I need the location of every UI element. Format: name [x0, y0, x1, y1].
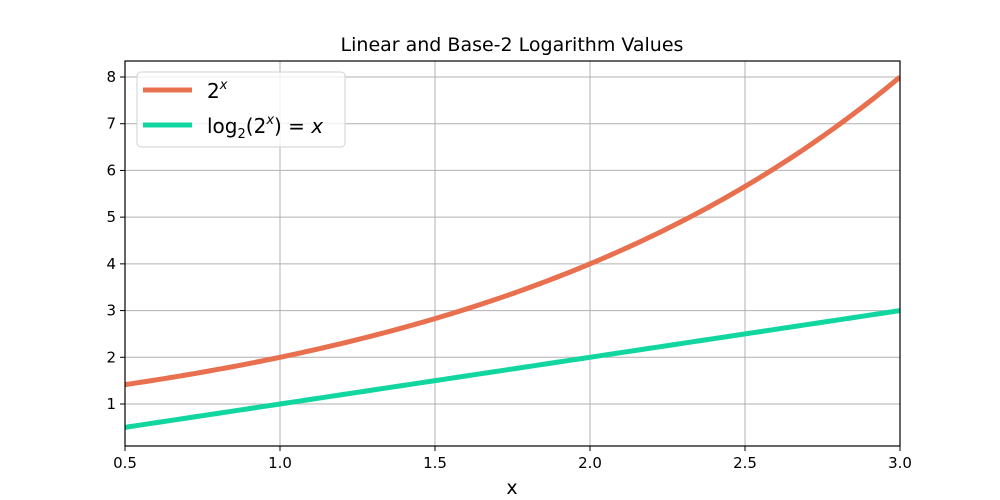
y-tick-label: 6: [106, 161, 116, 179]
x-tick-label: 2.5: [733, 454, 757, 472]
line-log2: [125, 308, 900, 430]
y-tick-label: 3: [106, 302, 116, 320]
legend-label-log2: log2(2x) = x: [207, 113, 323, 142]
data-lines: [125, 75, 900, 430]
y-tick-label: 5: [106, 208, 116, 226]
x-tick-label: 2.0: [578, 454, 602, 472]
x-tick-label: 1.5: [423, 454, 447, 472]
chart-title: Linear and Base-2 Logarithm Values: [341, 34, 684, 56]
x-axis-ticks: 0.5 1.0 1.5 2.0 2.5 3.0: [113, 446, 912, 472]
legend: 2x log2(2x) = x: [136, 71, 346, 148]
x-axis-label: x: [506, 477, 517, 499]
x-tick-label: 1.0: [268, 454, 292, 472]
line-2x: [125, 75, 900, 388]
plot-frame: [124, 60, 901, 447]
x-tick-label: 3.0: [888, 454, 912, 472]
y-axis-ticks: 1 2 3 4 5 6 7 8: [106, 68, 125, 413]
legend-label-2x: 2x: [207, 78, 228, 103]
y-tick-label: 8: [106, 68, 116, 86]
x-tick-label: 0.5: [113, 454, 137, 472]
y-tick-label: 2: [106, 348, 116, 366]
y-tick-label: 1: [106, 395, 116, 413]
y-tick-label: 7: [106, 115, 116, 133]
y-tick-label: 4: [106, 255, 116, 273]
